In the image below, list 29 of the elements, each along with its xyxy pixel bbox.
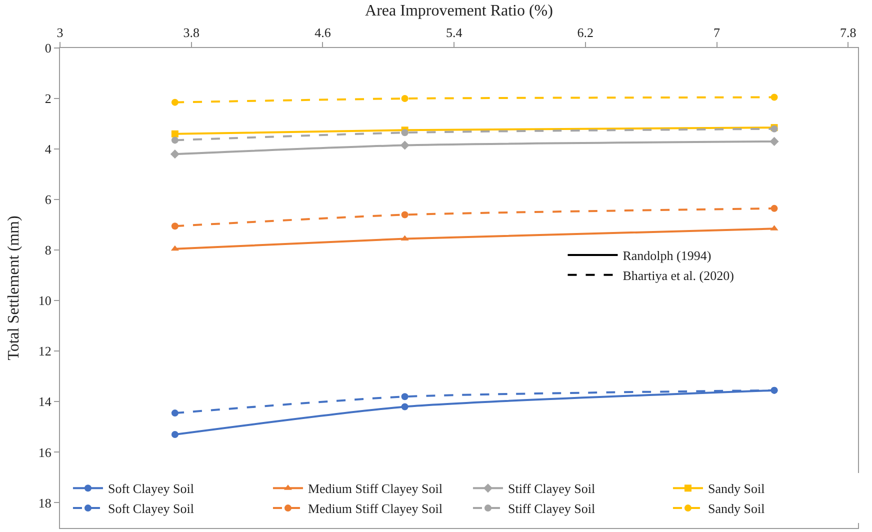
x-tick-label: 7.8	[840, 24, 856, 40]
legend-label: Bhartiya et al. (2020)	[622, 268, 734, 283]
y-tick-label: 16	[38, 444, 52, 460]
x-tick-label: 3	[56, 24, 64, 40]
legend-label: Soft Clayey Soil	[108, 481, 194, 496]
legend-label: Sandy Soil	[708, 481, 766, 496]
y-tick-label: 12	[38, 344, 52, 359]
x-tick-label: 4.6	[314, 24, 332, 40]
x-tick-label: 6.2	[577, 24, 594, 40]
y-tick-label: 18	[38, 495, 52, 510]
x-tick-label: 3.8	[183, 24, 200, 40]
legend-label: Stiff Clayey Soil	[508, 501, 596, 516]
legend-label: Sandy Soil	[708, 501, 766, 516]
y-axis-title: Total Settlement (mm)	[5, 216, 22, 360]
x-tick-label: 7	[714, 24, 721, 40]
y-tick-label: 0	[44, 40, 52, 56]
x-axis-title: Area Improvement Ratio (%)	[365, 2, 553, 20]
legend-label: Randolph (1994)	[622, 248, 712, 264]
y-tick-label: 14	[38, 394, 52, 410]
legend-label: Medium Stiff Clayey Soil	[308, 501, 443, 516]
y-tick-label: 4	[44, 142, 52, 157]
legend-label: Medium Stiff Clayey Soil	[308, 481, 443, 496]
legend-label: Soft Clayey Soil	[108, 501, 194, 516]
x-tick-label: 5.4	[446, 24, 463, 40]
y-tick-label: 8	[44, 242, 52, 258]
legend-label: Stiff Clayey Soil	[508, 481, 596, 496]
y-tick-label: 6	[44, 192, 52, 208]
y-tick-label: 2	[44, 91, 52, 106]
y-tick-label: 10	[38, 293, 52, 308]
